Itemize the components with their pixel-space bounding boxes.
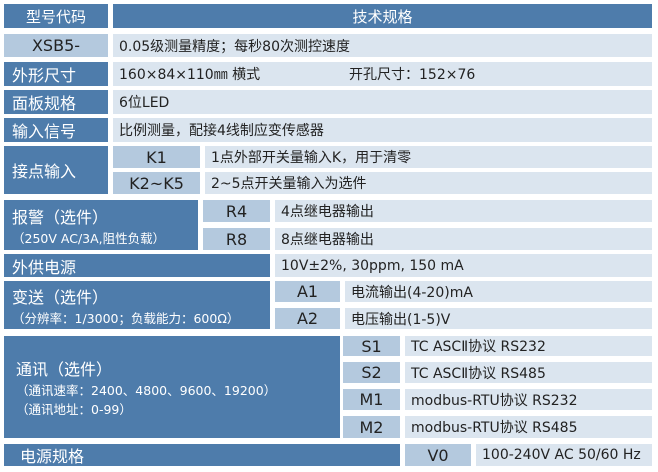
power-code: V0 bbox=[405, 444, 471, 466]
comm-label: 通讯（选件） （通讯速率：2400、4800、9600、19200） （通讯地址：0… bbox=[4, 336, 340, 438]
comm-value: TC ASCⅡ协议 RS485 bbox=[405, 362, 652, 383]
alarm-value: 8点继电器输出 bbox=[275, 228, 652, 250]
size-label: 外形尺寸 bbox=[4, 62, 108, 86]
ext-power-label: 外供电源 bbox=[4, 254, 270, 277]
contact-value: 1点外部开关量输入K，用于清零 bbox=[205, 146, 652, 168]
panel-label: 面板规格 bbox=[4, 90, 108, 114]
comm-title: 通讯（选件） bbox=[16, 360, 113, 379]
header-spec: 技术规格 bbox=[113, 4, 652, 28]
contact-code: K1 bbox=[113, 146, 200, 168]
comm-code: M2 bbox=[343, 416, 400, 438]
transmit-code: A1 bbox=[275, 281, 340, 302]
alarm-note: （250V AC/3A,阻性负载） bbox=[12, 230, 166, 246]
comm-value: modbus-RTU协议 RS232 bbox=[405, 389, 652, 410]
header-model-code: 型号代码 bbox=[4, 4, 108, 28]
alarm-title: 报警（选件） bbox=[12, 207, 109, 227]
comm-value: TC ASCⅡ协议 RS232 bbox=[405, 336, 652, 356]
alarm-code: R4 bbox=[203, 200, 270, 222]
cutout-text: 开孔尺寸：152×76 bbox=[349, 67, 476, 83]
power-label: 电源规格 bbox=[4, 444, 400, 466]
alarm-code: R8 bbox=[203, 228, 270, 250]
transmit-title: 变送（选件） bbox=[12, 287, 109, 307]
input-value: 比例测量，配接4线制应变传感器 bbox=[113, 118, 652, 142]
transmit-label: 变送（选件） （分辨率：1/3000；负载能力：600Ω） bbox=[4, 281, 270, 329]
comm-address-note: （通讯地址：0-99） bbox=[16, 402, 132, 417]
comm-code: S2 bbox=[343, 362, 400, 383]
model-label: XSB5- bbox=[4, 34, 108, 57]
alarm-value: 4点继电器输出 bbox=[275, 200, 652, 222]
power-value: 100-240V AC 50/60 Hz bbox=[476, 444, 652, 466]
contact-value: 2~5点开关量输入为选件 bbox=[205, 172, 652, 194]
input-label: 输入信号 bbox=[4, 118, 108, 142]
alarm-label: 报警（选件） （250V AC/3A,阻性负载） bbox=[4, 200, 198, 250]
model-value: 0.05级测量精度；每秒80次测控速度 bbox=[113, 34, 652, 57]
size-value: 160×84×110㎜ 横式 开孔尺寸：152×76 bbox=[113, 62, 652, 86]
contact-code: K2~K5 bbox=[113, 172, 200, 194]
comm-rate-note: （通讯速率：2400、4800、9600、19200） bbox=[16, 383, 277, 398]
size-text: 160×84×110㎜ 横式 bbox=[119, 67, 261, 83]
comm-code: S1 bbox=[343, 336, 400, 356]
comm-value: modbus-RTU协议 RS485 bbox=[405, 416, 652, 438]
transmit-value: 电压输出(1-5)V bbox=[345, 308, 652, 329]
transmit-value: 电流输出(4-20)mA bbox=[345, 281, 652, 302]
comm-code: M1 bbox=[343, 389, 400, 410]
ext-power-value: 10V±2%, 30ppm, 150 mA bbox=[275, 254, 652, 277]
contact-label: 接点输入 bbox=[4, 146, 108, 194]
transmit-code: A2 bbox=[275, 308, 340, 329]
panel-value: 6位LED bbox=[113, 90, 652, 114]
transmit-note: （分辨率：1/3000；负载能力：600Ω） bbox=[12, 310, 240, 326]
